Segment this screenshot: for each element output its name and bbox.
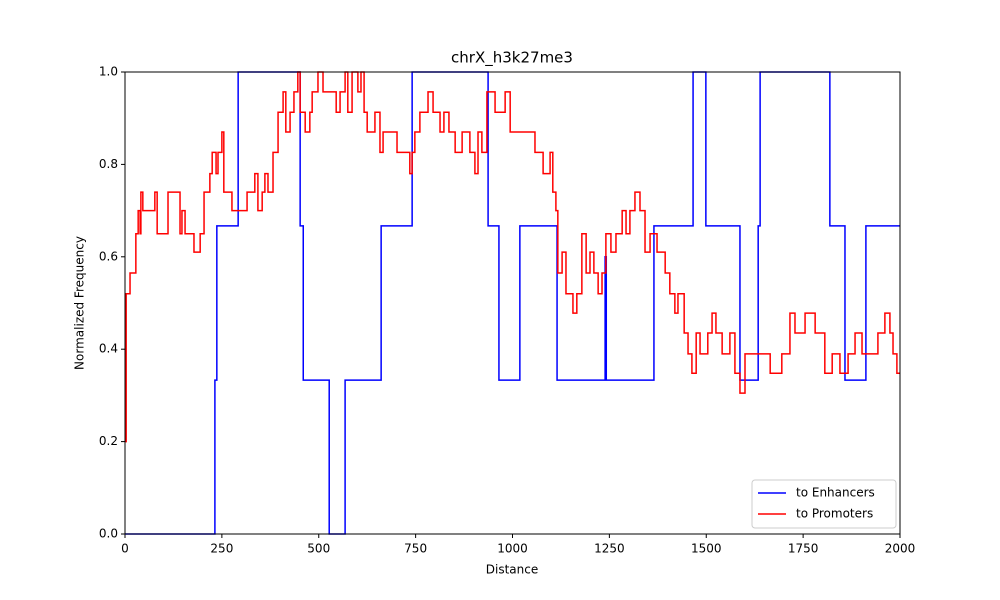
data-line xyxy=(125,71,900,535)
chart-title: chrX_h3k27me3 xyxy=(451,49,573,68)
x-tick-label: 0 xyxy=(121,542,129,556)
y-tick-label: 1.0 xyxy=(99,65,118,79)
x-tick-label: 1000 xyxy=(497,542,528,556)
x-tick-label: 1500 xyxy=(691,542,722,556)
y-axis-label: Normalized Frequency xyxy=(73,236,87,370)
y-tick-label: 0.8 xyxy=(99,157,118,171)
x-tick-label: 2000 xyxy=(885,542,916,556)
x-tick-label: 1750 xyxy=(788,542,819,556)
x-tick-label: 250 xyxy=(210,542,233,556)
y-tick-label: 0.6 xyxy=(99,249,118,263)
x-tick-label: 1250 xyxy=(594,542,625,556)
x-axis-label: Distance xyxy=(486,563,538,577)
legend-label: to Promoters xyxy=(796,507,873,521)
legend-label: to Enhancers xyxy=(796,486,875,500)
legend-box xyxy=(751,479,897,529)
x-tick-label: 500 xyxy=(307,542,330,556)
y-tick-label: 0.4 xyxy=(99,342,118,356)
x-tick-label: 750 xyxy=(404,542,427,556)
y-tick-label: 0.0 xyxy=(99,527,118,541)
y-tick-label: 0.2 xyxy=(99,434,118,448)
data-line xyxy=(125,71,900,443)
plot-frame xyxy=(124,71,901,535)
